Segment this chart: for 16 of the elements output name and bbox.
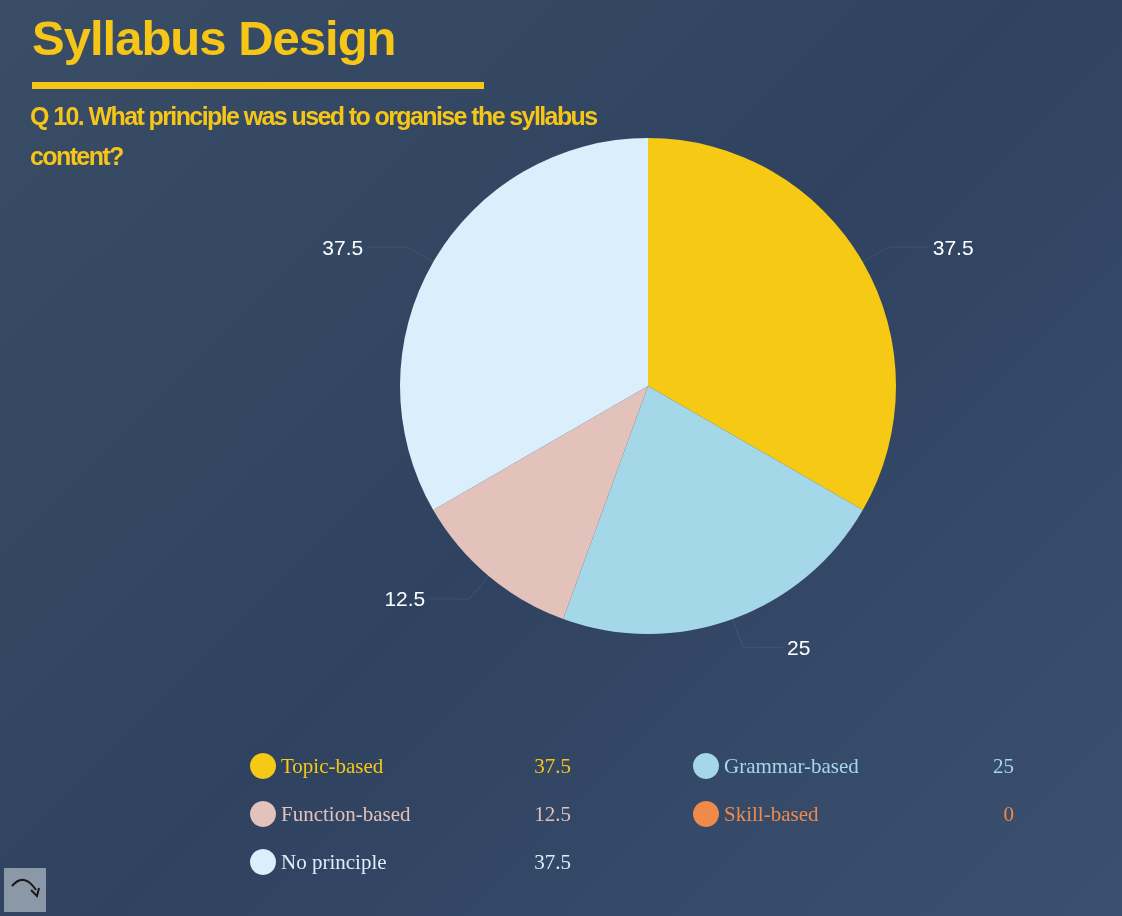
data-label: 12.5 xyxy=(384,587,426,611)
text: 25 xyxy=(993,754,1014,778)
text: 0 xyxy=(1003,802,1014,826)
data-label: 37.5 xyxy=(932,235,974,259)
legend-label: No principle xyxy=(281,850,387,874)
data-label: 37.5 xyxy=(322,235,364,259)
legend-label: Grammar-based xyxy=(724,754,860,778)
legend-label: Skill-based xyxy=(724,802,819,826)
text: 37.5 xyxy=(534,754,571,778)
data-label: 25 xyxy=(787,635,811,659)
text: 12.5 xyxy=(534,802,571,826)
chart-subtitle: Q 10. What principle was used to organise the syllabus content? xyxy=(30,101,598,172)
chart-title: Syllabus Design xyxy=(32,10,396,66)
legend-label: Function-based xyxy=(281,802,411,826)
legend-label: Topic-based xyxy=(281,754,384,778)
text: 37.5 xyxy=(534,850,571,874)
